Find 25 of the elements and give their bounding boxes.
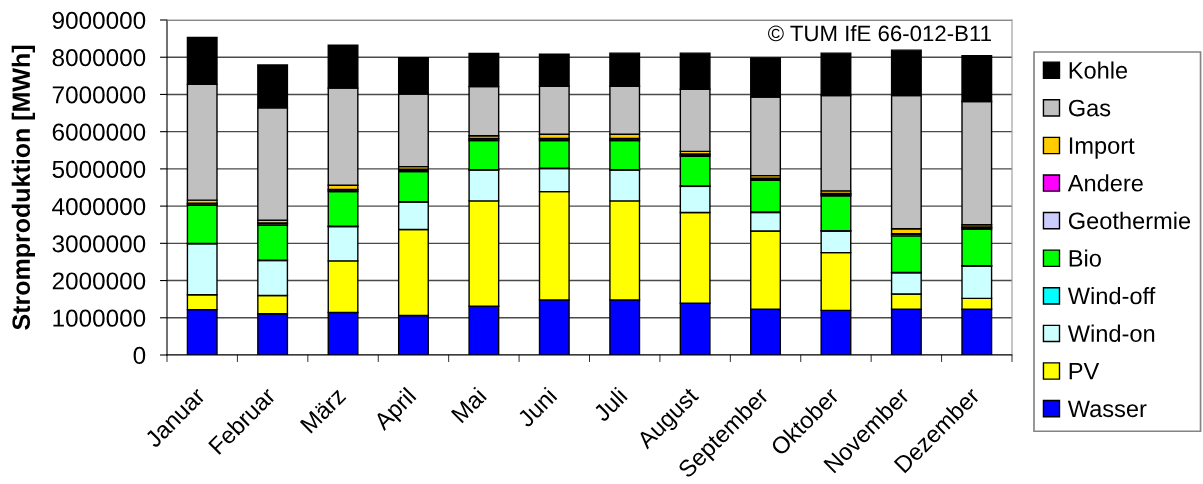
legend-label: Bio [1069, 249, 1101, 267]
y-tick-label: 3000000 [52, 235, 146, 253]
y-tick-label: 4000000 [52, 197, 146, 216]
y-tick-label: 7000000 [52, 86, 146, 104]
y-tick-label: 2000000 [52, 272, 146, 290]
legend-label: Wasser [1067, 400, 1147, 418]
y-tick-label: 0 [133, 346, 146, 365]
legend-label: Andere [1067, 174, 1143, 192]
legend-label: Wind-on [1067, 324, 1155, 342]
legend-label: Import [1069, 137, 1135, 159]
y-tick-label: 9000000 [52, 11, 146, 30]
y-tick-label: 1000000 [53, 309, 146, 327]
x-tick-label: Mai [450, 386, 488, 424]
x-tick-label: Juli [591, 386, 628, 423]
legend-label: PV [1069, 363, 1100, 380]
legend-label: Wind-off [1067, 287, 1156, 305]
y-axis-title: Stromproduktion [MWh] [11, 45, 35, 330]
x-tick-label: Juni [515, 386, 558, 429]
legend-label: Kohle [1069, 61, 1128, 79]
legend-label: Gas [1068, 99, 1111, 117]
y-tick-label: 8000000 [52, 49, 146, 67]
annotation: © TUM IfE 66-012-B11 [768, 25, 991, 42]
y-tick-label: 6000000 [52, 123, 146, 141]
y-tick-label: 5000000 [52, 160, 146, 178]
legend-label: Geothermie [1068, 211, 1191, 230]
